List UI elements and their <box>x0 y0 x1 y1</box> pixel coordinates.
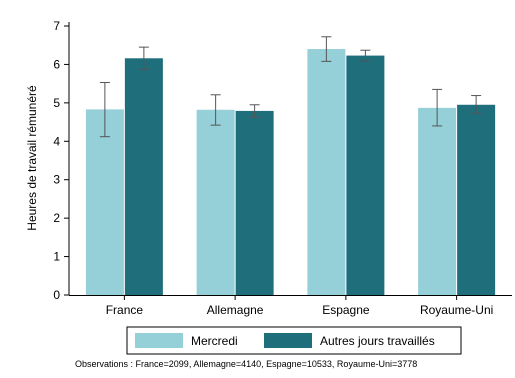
x-tick-label-espagne: Espagne <box>322 303 370 317</box>
y-tick-label: 6 <box>53 57 60 71</box>
bar-france-mercredi <box>85 109 124 295</box>
bar-royaume-uni-autres-jours-travailles <box>457 104 496 296</box>
bar-espagne-autres-jours-travailles <box>346 55 385 296</box>
legend-label-autres-jours: Autres jours travaillés <box>320 334 435 348</box>
bar-allemagne-mercredi <box>196 109 235 295</box>
bar-allemagne-autres-jours-travailles <box>235 110 274 295</box>
legend-swatch-autres-jours <box>264 333 312 348</box>
y-axis-title: Heures de travail rémunéré <box>25 85 39 231</box>
x-tick-label-allemagne: Allemagne <box>207 303 264 317</box>
y-tick-label: 7 <box>53 19 60 33</box>
legend-label-mercredi: Mercredi <box>191 334 238 348</box>
legend: Mercredi Autres jours travaillés <box>126 326 462 355</box>
x-tick-label-royaume-uni: Royaume-Uni <box>420 303 493 317</box>
y-tick-label: 2 <box>53 211 60 225</box>
plot-area: 0 1 2 3 4 5 6 7 France Allemagne Espagne Royaume-Un… <box>53 19 512 317</box>
y-tick-label: 0 <box>53 288 60 302</box>
y-tick-label: 5 <box>53 96 60 110</box>
bar-royaume-uni-mercredi <box>418 107 457 295</box>
y-tick-label: 1 <box>53 250 60 264</box>
bar-espagne-mercredi <box>307 49 346 295</box>
bar-france-autres-jours-travailles <box>124 58 163 295</box>
y-tick-label: 4 <box>53 134 60 148</box>
observations-note: Observations : France=2099, Allemagne=41… <box>75 359 417 369</box>
y-tick-label: 3 <box>53 173 60 187</box>
x-tick-label-france: France <box>106 303 144 317</box>
legend-swatch-mercredi <box>135 333 183 348</box>
